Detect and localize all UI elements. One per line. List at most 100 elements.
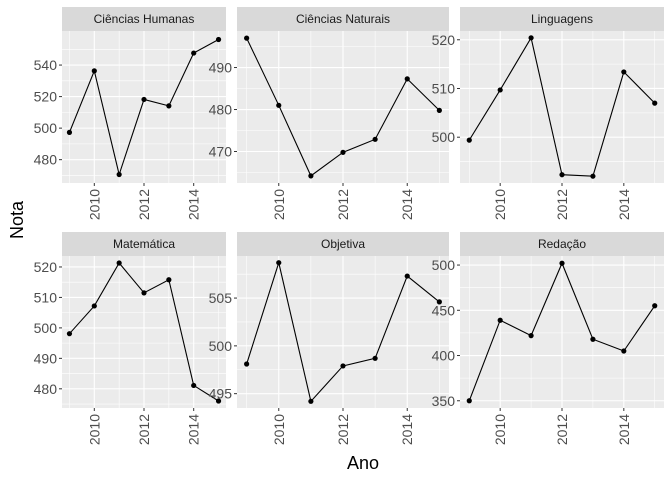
panel-linguagens: Linguagens 500 510 520 2010 2012 2014 <box>432 7 664 220</box>
y-tick-label: 500 <box>34 320 58 336</box>
y-tick-label: 495 <box>209 386 233 402</box>
data-point <box>372 136 378 142</box>
y-tick-label: 540 <box>34 57 58 73</box>
x-tick-label: 2010 <box>86 189 102 220</box>
strip-matematica <box>62 232 226 256</box>
data-point <box>436 107 442 113</box>
x-axis-title: Ano <box>347 453 379 473</box>
strip-ciencias-naturais <box>237 7 449 31</box>
data-point <box>66 331 73 337</box>
y-tick-label: 470 <box>209 144 233 160</box>
data-point <box>244 361 250 367</box>
y-tick-label: 500 <box>34 120 58 136</box>
y-tick-label: 400 <box>432 348 456 364</box>
y-axis-title: Nota <box>7 200 27 239</box>
strip-title: Matemática <box>113 237 175 251</box>
data-point <box>652 100 658 106</box>
data-point <box>244 35 250 41</box>
strip-redacao <box>460 232 664 256</box>
strip-title: Objetiva <box>321 237 365 251</box>
data-point <box>497 87 503 93</box>
data-point <box>116 171 122 178</box>
y-tick-label: 350 <box>432 393 456 409</box>
y-tick-label: 480 <box>34 152 58 168</box>
data-point <box>308 173 314 179</box>
x-tick-label: 2014 <box>399 189 415 220</box>
y-tick-label: 500 <box>432 129 456 145</box>
x-tick-label: 2012 <box>335 414 351 445</box>
y-tick-label: 520 <box>34 259 58 275</box>
y-tick-label: 520 <box>34 89 58 105</box>
y-tick-label: 505 <box>209 290 233 306</box>
y-tick-label: 490 <box>209 60 233 76</box>
x-tick-label: 2014 <box>186 189 202 220</box>
data-point <box>340 363 346 369</box>
x-tick-label: 2014 <box>616 414 632 445</box>
panel-matematica: Matemática 480 490 500 510 520 2010 2012 2014 <box>34 232 226 445</box>
data-point <box>559 172 565 178</box>
x-tick-label: 2010 <box>492 414 508 445</box>
strip-ciencias-humanas <box>62 7 226 31</box>
x-tick-label: 2010 <box>271 189 287 220</box>
data-point <box>621 69 627 75</box>
data-point <box>215 398 222 404</box>
data-point <box>466 398 472 404</box>
x-tick-label: 2012 <box>554 414 570 445</box>
x-tick-label: 2010 <box>271 414 287 445</box>
y-tick-label: 500 <box>432 257 456 273</box>
data-point <box>404 76 410 82</box>
x-tick-label: 2014 <box>616 189 632 220</box>
data-point <box>215 36 222 43</box>
panel-redacao: Redação 350 400 450 500 2010 2012 2014 <box>432 232 664 445</box>
data-point <box>141 290 147 296</box>
data-point <box>436 299 442 305</box>
strip-title: Linguagens <box>531 12 593 26</box>
data-point <box>528 333 534 339</box>
data-point <box>276 260 282 266</box>
x-tick-label: 2012 <box>335 189 351 220</box>
data-point <box>166 103 172 109</box>
strip-title: Redação <box>538 237 586 251</box>
y-tick-label: 510 <box>34 289 58 305</box>
data-point <box>276 102 282 108</box>
strip-linguagens <box>460 7 664 31</box>
strip-title: Ciências Humanas <box>94 12 195 26</box>
y-tick-label: 480 <box>209 102 233 118</box>
data-point <box>116 260 122 266</box>
panel-objetiva: Objetiva 495 500 505 2010 2012 2014 <box>209 232 449 445</box>
data-point <box>191 50 197 56</box>
data-point <box>166 277 172 283</box>
x-tick-label: 2012 <box>136 414 152 445</box>
x-tick-label: 2014 <box>399 414 415 445</box>
panel-ciencias-humanas: Ciências Humanas 480 500 520 540 2010 2012 2014 <box>34 7 226 220</box>
data-point <box>497 317 503 323</box>
x-tick-label: 2010 <box>86 414 102 445</box>
strip-objetiva <box>237 232 449 256</box>
data-point <box>91 68 97 74</box>
y-tick-label: 490 <box>34 350 58 366</box>
y-tick-label: 480 <box>34 381 58 397</box>
data-point <box>590 336 596 342</box>
strip-title: Ciências Naturais <box>296 12 390 26</box>
x-tick-label: 2014 <box>186 414 202 445</box>
y-tick-label: 500 <box>209 338 233 354</box>
data-point <box>621 348 627 354</box>
data-point <box>66 129 73 135</box>
x-tick-label: 2012 <box>136 189 152 220</box>
x-tick-label: 2012 <box>554 189 570 220</box>
data-point <box>559 260 565 266</box>
y-tick-label: 520 <box>432 32 456 48</box>
data-point <box>590 173 596 179</box>
data-point <box>466 137 472 143</box>
data-point <box>91 303 97 309</box>
y-tick-label: 450 <box>432 302 456 318</box>
data-point <box>372 355 378 361</box>
data-point <box>340 149 346 155</box>
data-point <box>404 273 410 279</box>
data-point <box>308 398 314 404</box>
panel-ciencias-naturais: Ciências Naturais 470 480 490 2010 2012 2014 <box>209 7 449 220</box>
x-tick-label: 2010 <box>492 189 508 220</box>
data-point <box>191 382 197 389</box>
data-point <box>141 96 147 103</box>
